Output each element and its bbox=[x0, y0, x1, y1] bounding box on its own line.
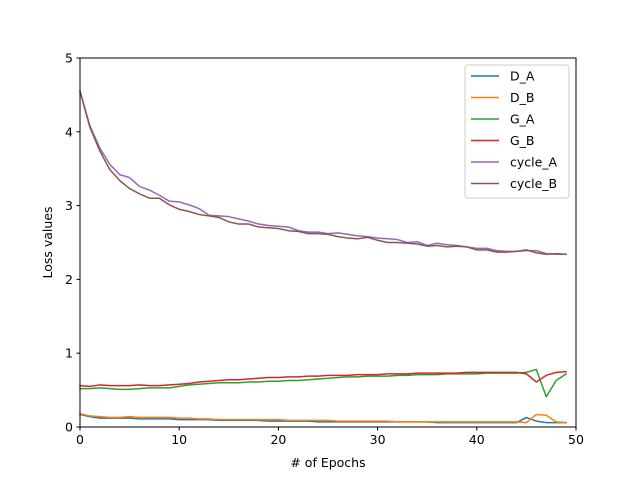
x-tick-label: 30 bbox=[370, 432, 386, 447]
x-tick-label: 10 bbox=[171, 432, 187, 447]
legend-label: D_B bbox=[510, 90, 534, 105]
y-tick-label: 0 bbox=[65, 420, 73, 435]
legend-label: cycle_A bbox=[510, 155, 558, 170]
y-axis: 0 1 2 3 4 5 bbox=[65, 51, 80, 435]
x-axis-label: # of Epochs bbox=[290, 455, 365, 470]
legend-label: G_B bbox=[510, 133, 535, 148]
y-tick-label: 1 bbox=[65, 346, 73, 361]
plot-series-group bbox=[79, 90, 568, 424]
y-axis-label: Loss values bbox=[40, 206, 55, 278]
series-line-d-b bbox=[79, 412, 567, 424]
series-line-cycle-b bbox=[79, 90, 567, 256]
legend-label: G_A bbox=[510, 112, 535, 127]
series-line-g-b bbox=[79, 370, 567, 388]
x-tick-label: 20 bbox=[270, 432, 286, 447]
y-tick-label: 4 bbox=[65, 124, 73, 139]
legend-label: cycle_B bbox=[510, 176, 557, 191]
y-tick-label: 5 bbox=[65, 51, 73, 66]
x-tick-label: 50 bbox=[568, 432, 584, 447]
x-tick-label: 40 bbox=[469, 432, 485, 447]
y-tick-label: 2 bbox=[65, 272, 73, 287]
series-line-g-a bbox=[79, 368, 568, 398]
legend: D_A D_B G_A G_B cycle_A cycle_B bbox=[464, 64, 570, 199]
series-line-cycle-a bbox=[79, 90, 567, 256]
y-tick-label: 3 bbox=[65, 198, 73, 213]
x-axis: 0 10 20 30 40 50 bbox=[76, 427, 584, 447]
plot-frame bbox=[79, 57, 577, 428]
legend-label: D_A bbox=[510, 69, 535, 84]
x-tick-label: 0 bbox=[76, 432, 84, 447]
